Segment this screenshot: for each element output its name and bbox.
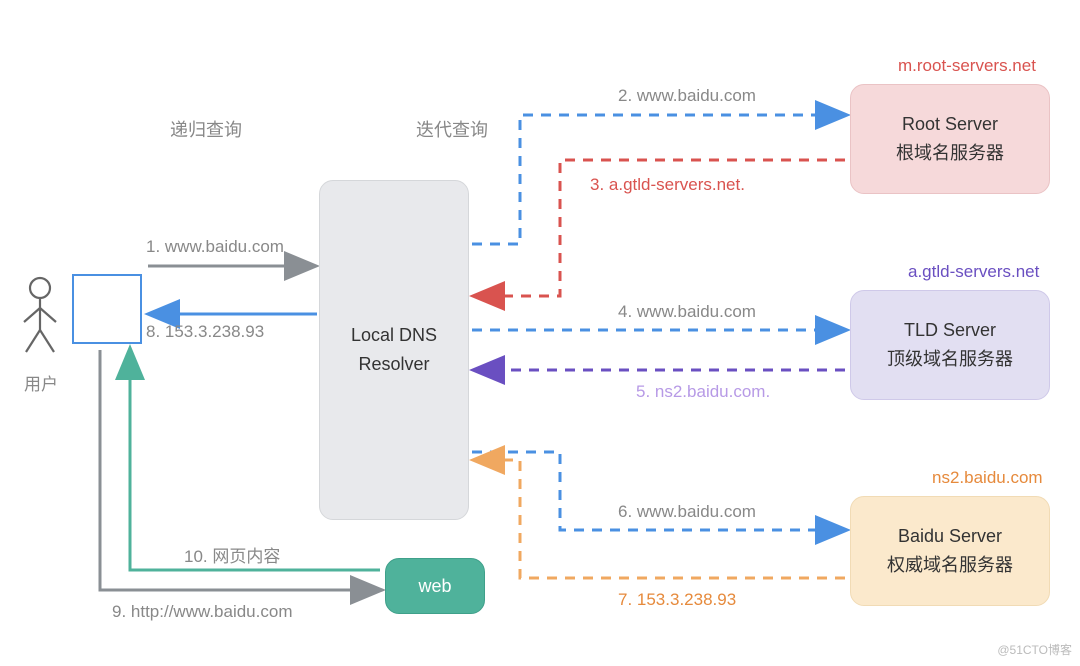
step4-label: 4. www.baidu.com bbox=[618, 302, 756, 322]
step6-label: 6. www.baidu.com bbox=[618, 502, 756, 522]
user-house-icon bbox=[72, 274, 142, 344]
root-line2: 根域名服务器 bbox=[896, 139, 1004, 168]
step2-label: 2. www.baidu.com bbox=[618, 86, 756, 106]
tld-line2: 顶级域名服务器 bbox=[887, 345, 1013, 374]
baidu-line1: Baidu Server bbox=[898, 522, 1002, 551]
step7-label: 7. 153.3.238.93 bbox=[618, 590, 736, 610]
step10-label: 10. 网页内容 bbox=[184, 542, 280, 567]
web-label: web bbox=[418, 572, 451, 601]
tld-box: TLD Server 顶级域名服务器 bbox=[850, 290, 1050, 400]
web-box: web bbox=[385, 558, 485, 614]
recursive-header: 递归查询 bbox=[170, 116, 242, 142]
resolver-line2: Resolver bbox=[358, 350, 429, 379]
baidu-box: Baidu Server 权威域名服务器 bbox=[850, 496, 1050, 606]
step1-label: 1. www.baidu.com bbox=[146, 237, 284, 257]
tld-caption: a.gtld-servers.net bbox=[908, 262, 1039, 282]
step5-label: 5. ns2.baidu.com. bbox=[636, 382, 770, 402]
resolver-line1: Local DNS bbox=[351, 321, 437, 350]
user-icon bbox=[24, 278, 56, 352]
baidu-caption: ns2.baidu.com bbox=[932, 468, 1043, 488]
user-label: 用户 bbox=[24, 370, 58, 395]
step9-label: 9. http://www.baidu.com bbox=[112, 602, 292, 622]
step3-label: 3. a.gtld-servers.net. bbox=[590, 175, 745, 195]
step8-label: 8. 153.3.238.93 bbox=[146, 322, 264, 342]
tld-line1: TLD Server bbox=[904, 316, 996, 345]
root-line1: Root Server bbox=[902, 110, 998, 139]
resolver-box: Local DNS Resolver bbox=[319, 180, 469, 520]
root-caption: m.root-servers.net bbox=[898, 56, 1036, 76]
iterative-header: 迭代查询 bbox=[416, 116, 488, 142]
root-box: Root Server 根域名服务器 bbox=[850, 84, 1050, 194]
watermark: @51CTO博客 bbox=[997, 641, 1072, 658]
baidu-line2: 权威域名服务器 bbox=[887, 551, 1013, 580]
